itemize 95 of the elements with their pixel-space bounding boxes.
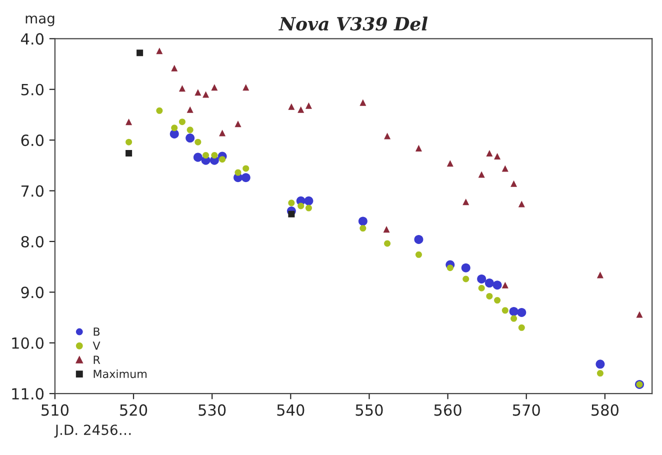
point bbox=[636, 311, 643, 318]
point bbox=[193, 152, 202, 162]
y-tick-label: 8.0 bbox=[21, 236, 44, 248]
point bbox=[126, 138, 132, 146]
point bbox=[596, 360, 605, 369]
point bbox=[219, 130, 226, 136]
point bbox=[502, 307, 508, 314]
point bbox=[156, 48, 163, 54]
point bbox=[305, 204, 312, 212]
legend-label: B bbox=[94, 328, 100, 336]
x-tick-label: 520 bbox=[120, 404, 148, 416]
point bbox=[211, 152, 218, 159]
point bbox=[518, 200, 525, 208]
point bbox=[202, 91, 210, 98]
point bbox=[298, 106, 304, 113]
point bbox=[358, 216, 368, 226]
legend-label: Maximum bbox=[94, 369, 147, 378]
point bbox=[462, 198, 470, 206]
point bbox=[415, 251, 422, 258]
x-tick-label: 570 bbox=[512, 404, 540, 416]
point bbox=[194, 138, 202, 146]
point bbox=[517, 308, 526, 317]
point bbox=[494, 297, 501, 304]
y-axis-title: mag bbox=[26, 16, 54, 26]
point bbox=[298, 202, 304, 210]
point bbox=[288, 103, 295, 110]
x-tick-label: 510 bbox=[42, 404, 69, 416]
y-tick-label: 4.0 bbox=[20, 33, 44, 45]
point bbox=[461, 263, 470, 272]
point bbox=[219, 156, 226, 163]
point bbox=[186, 134, 195, 143]
point bbox=[305, 102, 312, 109]
point bbox=[509, 306, 518, 316]
x-tick-label: 530 bbox=[198, 404, 226, 416]
point bbox=[288, 210, 295, 218]
point bbox=[360, 225, 366, 232]
point bbox=[178, 118, 186, 126]
point bbox=[202, 152, 210, 159]
point bbox=[478, 171, 485, 178]
point bbox=[414, 234, 424, 244]
legend-label: R bbox=[94, 356, 100, 364]
point bbox=[211, 84, 218, 91]
point bbox=[415, 144, 422, 152]
point bbox=[446, 160, 454, 167]
point bbox=[360, 99, 366, 106]
point bbox=[596, 272, 604, 278]
point bbox=[156, 107, 163, 114]
point bbox=[178, 85, 186, 92]
point bbox=[494, 153, 501, 160]
point bbox=[518, 324, 525, 331]
y-tick-label: 9.0 bbox=[21, 286, 44, 298]
point bbox=[186, 106, 194, 113]
point bbox=[384, 240, 391, 247]
point bbox=[486, 292, 493, 300]
point bbox=[478, 284, 485, 292]
y-tick-label: 10.0 bbox=[12, 337, 44, 349]
point bbox=[462, 276, 470, 282]
chart-title: Nova V339 Del bbox=[278, 16, 428, 31]
point bbox=[186, 126, 194, 134]
point bbox=[234, 169, 242, 176]
y-tick-label: 6.0 bbox=[21, 134, 44, 146]
point bbox=[171, 124, 178, 132]
point bbox=[446, 264, 454, 272]
x-tick-label: 540 bbox=[277, 404, 304, 416]
point bbox=[477, 274, 486, 284]
point bbox=[383, 226, 390, 233]
y-tick-label: 11.0 bbox=[12, 388, 44, 400]
y-tick-label: 7.0 bbox=[21, 185, 44, 197]
x-tick-label: 580 bbox=[592, 404, 618, 416]
point bbox=[502, 165, 508, 172]
point bbox=[492, 280, 502, 290]
point bbox=[486, 150, 493, 157]
point bbox=[194, 89, 202, 96]
point bbox=[510, 315, 518, 322]
x-tick-label: 560 bbox=[434, 404, 462, 416]
point bbox=[484, 278, 494, 288]
point bbox=[384, 132, 391, 140]
point bbox=[288, 200, 295, 206]
legend-label: V bbox=[92, 342, 100, 350]
point bbox=[126, 118, 132, 126]
y-tick-label: 5.0 bbox=[21, 84, 44, 96]
point bbox=[242, 165, 250, 172]
point bbox=[171, 64, 178, 72]
point bbox=[502, 282, 508, 288]
point bbox=[126, 150, 132, 157]
point bbox=[241, 173, 250, 182]
x-tick-label: 550 bbox=[356, 404, 383, 416]
point bbox=[596, 370, 604, 377]
point bbox=[242, 84, 250, 91]
point bbox=[234, 120, 242, 128]
point bbox=[510, 180, 518, 187]
point bbox=[136, 50, 144, 56]
x-axis-title: J.D. 2456… bbox=[54, 424, 131, 438]
point bbox=[170, 129, 179, 138]
point bbox=[304, 196, 314, 206]
